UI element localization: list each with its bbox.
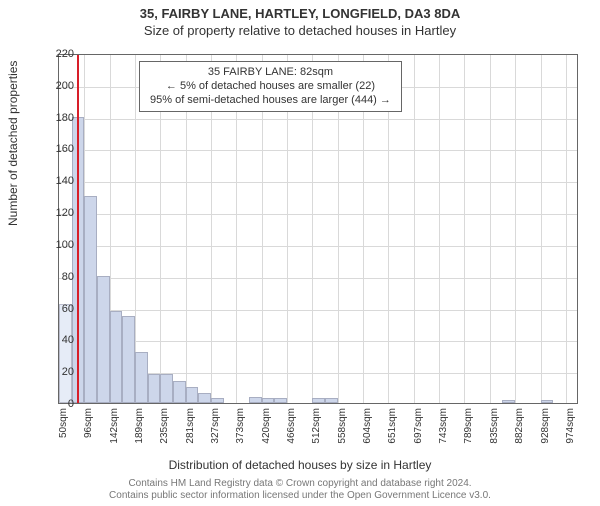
- histogram-bar: [122, 316, 135, 404]
- x-axis-label: Distribution of detached houses by size …: [0, 458, 600, 472]
- histogram-bar: [110, 311, 123, 403]
- annotation-box: 35 FAIRBY LANE: 82sqm← 5% of detached ho…: [139, 61, 402, 112]
- gridline-horizontal: [59, 150, 577, 151]
- histogram-bar: [148, 374, 161, 403]
- gridline-horizontal: [59, 278, 577, 279]
- gridline-horizontal: [59, 214, 577, 215]
- gridline-vertical: [414, 55, 415, 403]
- x-tick-label: 142sqm: [109, 408, 120, 458]
- gridline-horizontal: [59, 310, 577, 311]
- reference-line: [77, 55, 79, 403]
- gridline-horizontal: [59, 119, 577, 120]
- x-tick-label: 743sqm: [438, 408, 449, 458]
- x-tick-label: 512sqm: [311, 408, 322, 458]
- gridline-vertical: [515, 55, 516, 403]
- gridline-vertical: [566, 55, 567, 403]
- histogram-bar: [186, 387, 199, 403]
- x-tick-label: 189sqm: [134, 408, 145, 458]
- x-tick-label: 420sqm: [261, 408, 272, 458]
- x-tick-label: 928sqm: [540, 408, 551, 458]
- histogram-bar: [160, 374, 173, 403]
- histogram-bar: [135, 352, 148, 403]
- x-tick-label: 466sqm: [286, 408, 297, 458]
- x-tick-label: 974sqm: [565, 408, 576, 458]
- y-tick-label: 200: [44, 80, 74, 92]
- histogram-bar: [274, 398, 287, 403]
- chart-container: 35 FAIRBY LANE: 82sqm← 5% of detached ho…: [58, 54, 578, 424]
- x-tick-label: 558sqm: [337, 408, 348, 458]
- x-tick-label: 327sqm: [210, 408, 221, 458]
- y-tick-label: 60: [44, 303, 74, 315]
- footer-line-1: Contains HM Land Registry data © Crown c…: [0, 478, 600, 490]
- histogram-bar: [262, 398, 275, 403]
- y-tick-label: 160: [44, 143, 74, 155]
- y-tick-label: 80: [44, 271, 74, 283]
- x-tick-label: 235sqm: [159, 408, 170, 458]
- y-tick-label: 100: [44, 239, 74, 251]
- histogram-bar: [325, 398, 338, 403]
- gridline-vertical: [541, 55, 542, 403]
- y-tick-label: 40: [44, 334, 74, 346]
- histogram-bar: [249, 397, 262, 403]
- x-tick-label: 882sqm: [514, 408, 525, 458]
- page-title: 35, FAIRBY LANE, HARTLEY, LONGFIELD, DA3…: [0, 6, 600, 21]
- histogram-bar: [59, 304, 72, 403]
- histogram-bar: [312, 398, 325, 403]
- annotation-line-2: ← 5% of detached houses are smaller (22): [150, 80, 391, 94]
- x-tick-label: 604sqm: [362, 408, 373, 458]
- histogram-bar: [198, 393, 211, 403]
- y-tick-label: 140: [44, 175, 74, 187]
- x-tick-label: 697sqm: [413, 408, 424, 458]
- histogram-bar: [84, 196, 97, 403]
- gridline-vertical: [135, 55, 136, 403]
- footer-line-2: Contains public sector information licen…: [0, 490, 600, 502]
- gridline-vertical: [439, 55, 440, 403]
- y-tick-label: 20: [44, 366, 74, 378]
- gridline-horizontal: [59, 246, 577, 247]
- gridline-horizontal: [59, 341, 577, 342]
- gridline-vertical: [490, 55, 491, 403]
- y-axis-label: Number of detached properties: [6, 61, 20, 226]
- x-tick-label: 651sqm: [387, 408, 398, 458]
- x-tick-label: 789sqm: [463, 408, 474, 458]
- y-tick-label: 120: [44, 207, 74, 219]
- footer-attribution: Contains HM Land Registry data © Crown c…: [0, 478, 600, 502]
- y-tick-label: 220: [44, 48, 74, 60]
- x-tick-label: 373sqm: [235, 408, 246, 458]
- y-tick-label: 0: [44, 398, 74, 410]
- x-tick-label: 96sqm: [83, 408, 94, 458]
- y-tick-label: 180: [44, 112, 74, 124]
- x-tick-label: 281sqm: [185, 408, 196, 458]
- histogram-bar: [211, 398, 224, 403]
- histogram-bar: [502, 400, 515, 403]
- gridline-horizontal: [59, 182, 577, 183]
- gridline-vertical: [464, 55, 465, 403]
- plot-area: 35 FAIRBY LANE: 82sqm← 5% of detached ho…: [58, 54, 578, 404]
- page-subtitle: Size of property relative to detached ho…: [0, 23, 600, 38]
- histogram-bar: [541, 400, 554, 403]
- histogram-bar: [97, 276, 110, 403]
- x-tick-label: 50sqm: [58, 408, 69, 458]
- annotation-line-1: 35 FAIRBY LANE: 82sqm: [150, 66, 391, 80]
- x-tick-label: 835sqm: [489, 408, 500, 458]
- annotation-line-3: 95% of semi-detached houses are larger (…: [150, 94, 391, 108]
- histogram-bar: [173, 381, 186, 403]
